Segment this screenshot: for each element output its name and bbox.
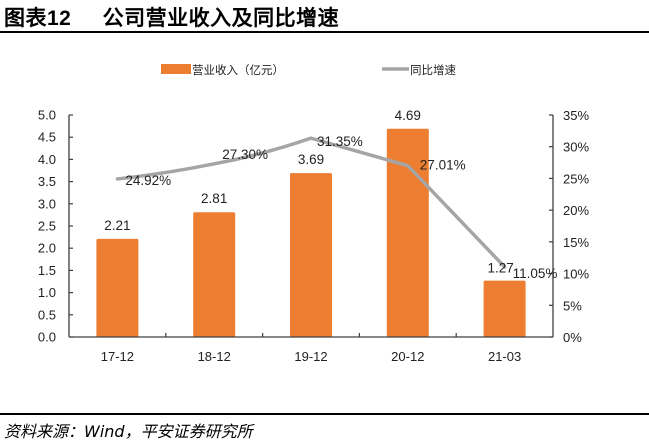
axes: 0.0 0.5 1.0 1.5 2.0 2.5 3.0 3.5 4.0 4.5 5.0 0% 5% 10%… <box>38 108 590 365</box>
y2-tick-label: 0% <box>563 330 582 345</box>
bar-value-label: 2.21 <box>104 218 130 233</box>
y2-tick-label: 15% <box>563 235 589 250</box>
y-tick-label: 0.0 <box>38 330 56 345</box>
bar-value-label: 3.69 <box>298 152 324 167</box>
x-tick-label: 19-12 <box>294 349 327 364</box>
y-tick-label: 4.5 <box>38 130 56 145</box>
y-tick-label: 0.5 <box>38 307 56 322</box>
footer-divider <box>0 413 649 415</box>
data-labels: 2.21 2.81 3.69 4.69 1.27 24.92% 27.30% 31.35% 27… <box>104 108 557 281</box>
bar-value-label: 1.27 <box>487 261 513 276</box>
y2-tick-label: 30% <box>563 140 589 155</box>
legend: 营业收入（亿元） 同比增速 <box>161 63 456 77</box>
growth-rate-line <box>115 136 507 269</box>
figure-title: 图表12 公司营业收入及同比增速 <box>4 2 339 32</box>
growth-value-label: 27.01% <box>420 158 466 173</box>
y2-tick-label: 10% <box>563 267 589 282</box>
y2-tick-label: 35% <box>563 108 589 123</box>
y-tick-label: 3.0 <box>38 196 56 211</box>
growth-value-label: 31.35% <box>317 134 363 149</box>
source-note: 资料来源：Wind，平安证券研究所 <box>4 422 253 441</box>
y2-tick-label: 5% <box>563 298 582 313</box>
title-divider <box>0 31 649 33</box>
x-tick-label: 18-12 <box>198 349 231 364</box>
x-tick-label: 17-12 <box>101 349 134 364</box>
x-tick-label: 21-03 <box>488 349 521 364</box>
y-tick-label: 2.5 <box>38 219 56 234</box>
growth-value-label: 27.30% <box>222 147 268 162</box>
bar-19-12 <box>290 173 332 337</box>
legend-bar-label: 营业收入（亿元） <box>192 63 284 77</box>
bar-value-label: 4.69 <box>395 108 421 123</box>
figure-label: 图表12 <box>4 7 72 30</box>
y-tick-label: 5.0 <box>38 108 56 123</box>
y-tick-label: 4.0 <box>38 152 56 167</box>
y-tick-label: 1.5 <box>38 263 56 278</box>
bar-18-12 <box>193 212 236 337</box>
chart-title: 公司营业收入及同比增速 <box>102 6 340 30</box>
x-tick-label: 20-12 <box>391 349 424 364</box>
y-tick-label: 1.0 <box>38 285 56 300</box>
bar-21-03 <box>483 280 526 337</box>
chart: 营业收入（亿元） 同比增速 0.0 0.5 1.0 1.5 2.0 2.5 3.0 3.5 4.0… <box>38 63 590 365</box>
growth-value-label: 11.05% <box>513 266 558 281</box>
bar-17-12 <box>96 238 139 337</box>
bar-20-12 <box>386 128 429 337</box>
y-tick-label: 2.0 <box>38 241 56 256</box>
y-tick-label: 3.5 <box>38 174 56 189</box>
y2-tick-label: 25% <box>563 171 589 186</box>
growth-value-label: 24.92% <box>125 173 171 188</box>
legend-line-label: 同比增速 <box>410 63 456 77</box>
y2-tick-label: 20% <box>563 203 589 218</box>
bar-value-label: 2.81 <box>201 191 227 206</box>
bar-series <box>96 128 526 337</box>
line-series <box>115 136 507 269</box>
legend-bar-swatch <box>161 64 191 74</box>
